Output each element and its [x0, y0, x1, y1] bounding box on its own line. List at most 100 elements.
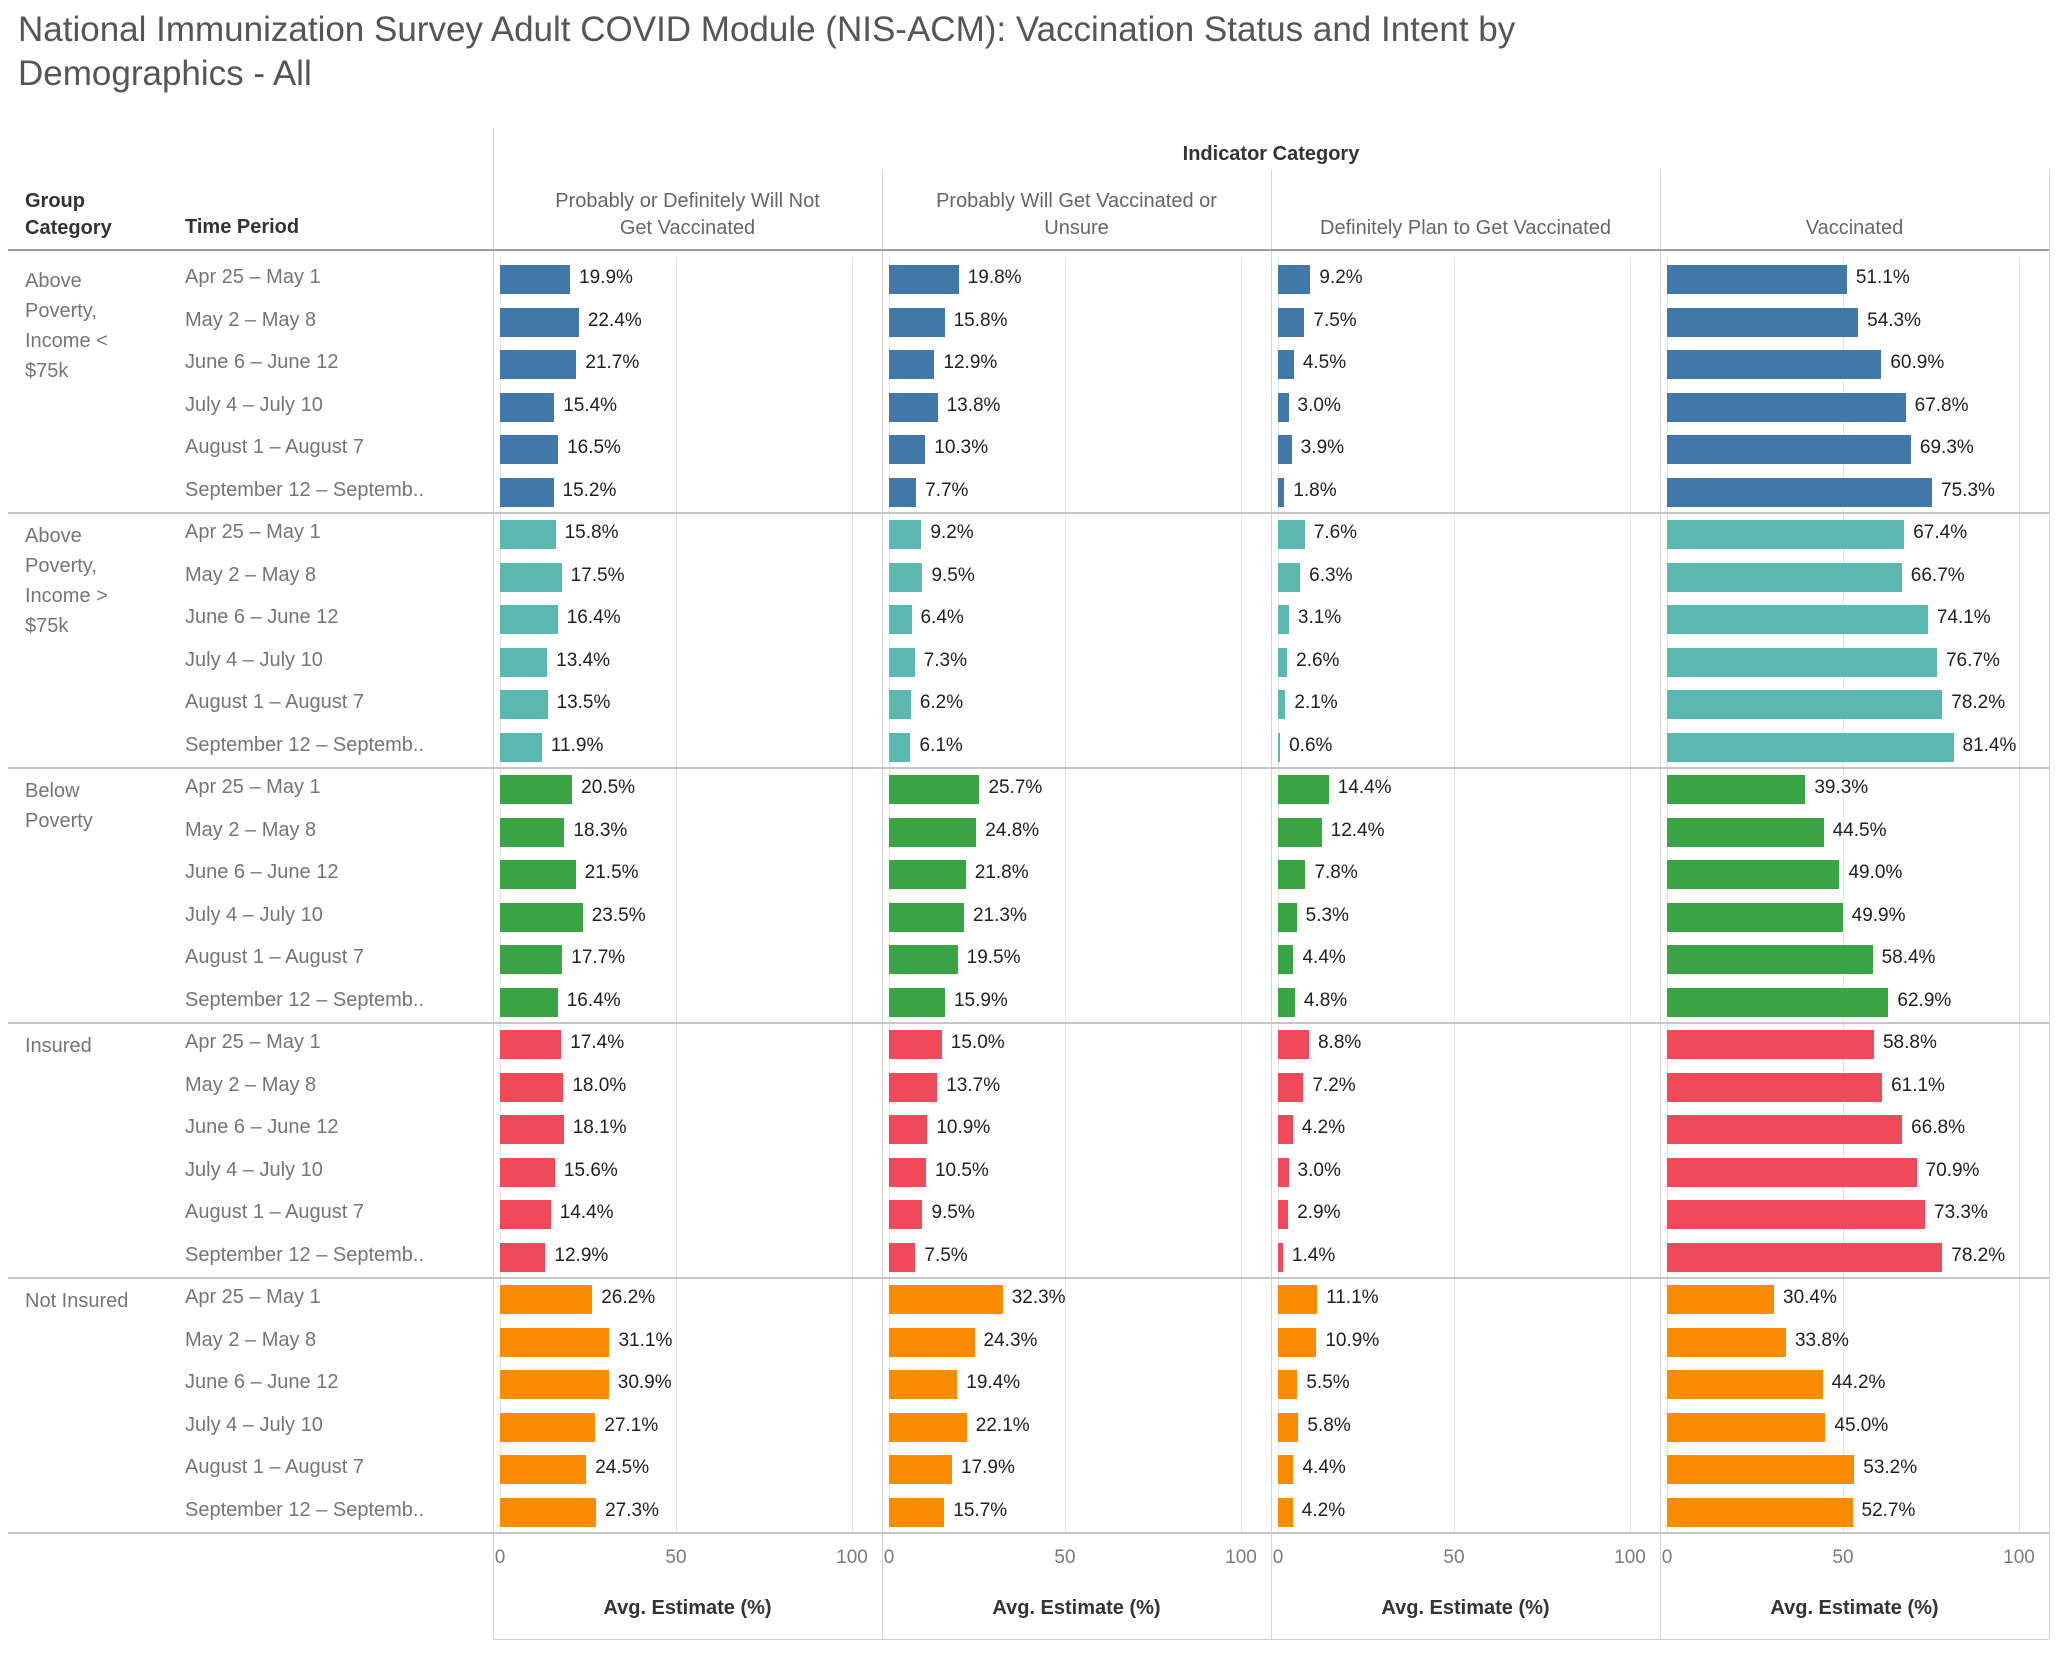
- bar-not-insured-panel-3[interactable]: [1278, 1412, 1299, 1442]
- bar-above-poverty-income-75k-panel-1[interactable]: [500, 350, 577, 379]
- bar-above-poverty-income-75k-panel-4[interactable]: [1667, 307, 1859, 337]
- bar-not-insured-panel-1[interactable]: [500, 1327, 610, 1357]
- bar-not-insured-panel-2[interactable]: [889, 1285, 1003, 1314]
- bar-below-poverty-panel-1[interactable]: [500, 945, 563, 974]
- bar-above-poverty-income-75k-panel-2[interactable]: [889, 732, 911, 762]
- bar-above-poverty-income-75k-panel-1[interactable]: [500, 690, 548, 719]
- bar-not-insured-panel-2[interactable]: [889, 1455, 952, 1484]
- bar-insured-panel-4[interactable]: [1667, 1072, 1883, 1102]
- bar-not-insured-panel-4[interactable]: [1667, 1412, 1826, 1442]
- bar-not-insured-panel-3[interactable]: [1278, 1285, 1318, 1314]
- bar-above-poverty-income-75k-panel-2[interactable]: [889, 435, 926, 464]
- bar-above-poverty-income-75k-panel-3[interactable]: [1278, 647, 1288, 677]
- bar-not-insured-panel-4[interactable]: [1667, 1455, 1855, 1484]
- bar-below-poverty-panel-3[interactable]: [1278, 817, 1322, 847]
- bar-above-poverty-income-75k-panel-2[interactable]: [889, 562, 923, 592]
- bar-not-insured-panel-2[interactable]: [889, 1370, 958, 1399]
- bar-below-poverty-panel-1[interactable]: [500, 817, 565, 847]
- bar-below-poverty-panel-3[interactable]: [1278, 775, 1329, 804]
- bar-above-poverty-income-75k-panel-4[interactable]: [1667, 350, 1882, 379]
- bar-insured-panel-3[interactable]: [1278, 1115, 1293, 1144]
- bar-insured-panel-4[interactable]: [1667, 1242, 1943, 1272]
- bar-above-poverty-income-75k-panel-1[interactable]: [500, 265, 571, 294]
- bar-insured-panel-2[interactable]: [889, 1030, 942, 1059]
- bar-above-poverty-income-75k-panel-4[interactable]: [1667, 520, 1905, 549]
- bar-insured-panel-2[interactable]: [889, 1157, 926, 1187]
- bar-above-poverty-income-75k-panel-4[interactable]: [1667, 690, 1943, 719]
- bar-above-poverty-income-75k-panel-3[interactable]: [1278, 520, 1305, 549]
- bar-below-poverty-panel-4[interactable]: [1667, 945, 1873, 974]
- bar-insured-panel-4[interactable]: [1667, 1030, 1874, 1059]
- bar-above-poverty-income-75k-panel-4[interactable]: [1667, 605, 1928, 634]
- bar-above-poverty-income-75k-panel-1[interactable]: [500, 647, 548, 677]
- bar-above-poverty-income-75k-panel-1[interactable]: [500, 392, 555, 422]
- bar-above-poverty-income-75k-panel-2[interactable]: [889, 477, 917, 507]
- bar-insured-panel-4[interactable]: [1667, 1115, 1903, 1144]
- bar-not-insured-panel-1[interactable]: [500, 1285, 593, 1314]
- bar-below-poverty-panel-2[interactable]: [889, 817, 977, 847]
- bar-below-poverty-panel-4[interactable]: [1667, 817, 1824, 847]
- bar-above-poverty-income-75k-panel-1[interactable]: [500, 605, 558, 634]
- bar-below-poverty-panel-4[interactable]: [1667, 902, 1843, 932]
- bar-not-insured-panel-3[interactable]: [1278, 1455, 1294, 1484]
- bar-not-insured-panel-2[interactable]: [889, 1412, 967, 1442]
- bar-below-poverty-panel-3[interactable]: [1278, 860, 1306, 889]
- bar-insured-panel-1[interactable]: [500, 1072, 564, 1102]
- bar-above-poverty-income-75k-panel-1[interactable]: [500, 435, 559, 464]
- bar-insured-panel-2[interactable]: [889, 1115, 928, 1144]
- bar-not-insured-panel-2[interactable]: [889, 1497, 945, 1527]
- bar-below-poverty-panel-2[interactable]: [889, 860, 966, 889]
- bar-above-poverty-income-75k-panel-2[interactable]: [889, 392, 938, 422]
- bar-below-poverty-panel-2[interactable]: [889, 775, 980, 804]
- bar-above-poverty-income-75k-panel-3[interactable]: [1278, 732, 1281, 762]
- bar-above-poverty-income-75k-panel-4[interactable]: [1667, 265, 1847, 294]
- bar-above-poverty-income-75k-panel-1[interactable]: [500, 307, 579, 337]
- bar-above-poverty-income-75k-panel-3[interactable]: [1278, 350, 1294, 379]
- bar-above-poverty-income-75k-panel-4[interactable]: [1667, 435, 1911, 464]
- bar-insured-panel-3[interactable]: [1278, 1030, 1309, 1059]
- bar-not-insured-panel-2[interactable]: [889, 1327, 975, 1357]
- bar-above-poverty-income-75k-panel-2[interactable]: [889, 307, 945, 337]
- bar-above-poverty-income-75k-panel-4[interactable]: [1667, 732, 1954, 762]
- bar-above-poverty-income-75k-panel-2[interactable]: [889, 690, 911, 719]
- bar-above-poverty-income-75k-panel-3[interactable]: [1278, 605, 1289, 634]
- bar-below-poverty-panel-4[interactable]: [1667, 987, 1889, 1017]
- bar-not-insured-panel-1[interactable]: [500, 1497, 597, 1527]
- bar-below-poverty-panel-4[interactable]: [1667, 860, 1840, 889]
- bar-not-insured-panel-4[interactable]: [1667, 1285, 1774, 1314]
- bar-insured-panel-1[interactable]: [500, 1030, 562, 1059]
- bar-below-poverty-panel-3[interactable]: [1278, 902, 1297, 932]
- bar-below-poverty-panel-1[interactable]: [500, 902, 583, 932]
- bar-insured-panel-2[interactable]: [889, 1242, 916, 1272]
- bar-insured-panel-4[interactable]: [1667, 1200, 1926, 1229]
- bar-below-poverty-panel-1[interactable]: [500, 987, 558, 1017]
- bar-above-poverty-income-75k-panel-3[interactable]: [1278, 562, 1301, 592]
- bar-above-poverty-income-75k-panel-3[interactable]: [1278, 477, 1285, 507]
- bar-insured-panel-3[interactable]: [1278, 1157, 1289, 1187]
- bar-insured-panel-3[interactable]: [1278, 1072, 1304, 1102]
- bar-above-poverty-income-75k-panel-3[interactable]: [1278, 307, 1305, 337]
- bar-above-poverty-income-75k-panel-1[interactable]: [500, 520, 556, 549]
- bar-below-poverty-panel-1[interactable]: [500, 860, 576, 889]
- bar-below-poverty-panel-2[interactable]: [889, 987, 945, 1017]
- bar-above-poverty-income-75k-panel-3[interactable]: [1278, 392, 1289, 422]
- bar-insured-panel-2[interactable]: [889, 1200, 923, 1229]
- bar-insured-panel-1[interactable]: [500, 1200, 551, 1229]
- bar-not-insured-panel-1[interactable]: [500, 1370, 609, 1399]
- bar-not-insured-panel-4[interactable]: [1667, 1370, 1823, 1399]
- bar-above-poverty-income-75k-panel-3[interactable]: [1278, 690, 1286, 719]
- bar-insured-panel-4[interactable]: [1667, 1157, 1917, 1187]
- bar-not-insured-panel-1[interactable]: [500, 1455, 587, 1484]
- bar-insured-panel-1[interactable]: [500, 1157, 555, 1187]
- bar-insured-panel-3[interactable]: [1278, 1242, 1283, 1272]
- bar-above-poverty-income-75k-panel-1[interactable]: [500, 732, 542, 762]
- bar-not-insured-panel-3[interactable]: [1278, 1327, 1317, 1357]
- bar-above-poverty-income-75k-panel-4[interactable]: [1667, 647, 1937, 677]
- bar-above-poverty-income-75k-panel-4[interactable]: [1667, 477, 1933, 507]
- bar-below-poverty-panel-4[interactable]: [1667, 775, 1806, 804]
- bar-below-poverty-panel-3[interactable]: [1278, 987, 1295, 1017]
- bar-above-poverty-income-75k-panel-2[interactable]: [889, 647, 915, 677]
- bar-not-insured-panel-4[interactable]: [1667, 1497, 1853, 1527]
- bar-above-poverty-income-75k-panel-3[interactable]: [1278, 435, 1292, 464]
- bar-not-insured-panel-3[interactable]: [1278, 1370, 1298, 1399]
